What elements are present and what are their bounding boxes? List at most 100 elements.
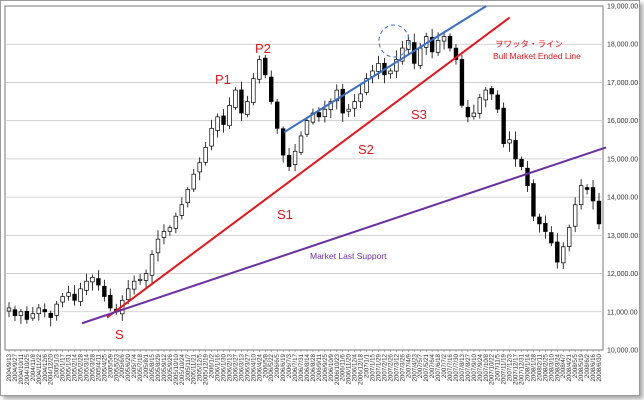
y-tick-label: 18,000.00	[607, 42, 638, 49]
x-tick-label: 2006/1/30	[221, 353, 228, 381]
x-tick-label: 2005/6/6	[119, 353, 126, 378]
x-tick-label: 2006/7/31	[298, 353, 305, 381]
candle-body	[78, 288, 83, 302]
candle-body	[227, 105, 232, 127]
candle-body	[84, 280, 89, 291]
candle-body	[197, 162, 202, 173]
candle-body	[406, 40, 411, 50]
x-tick-label: 2004/12/6	[42, 353, 49, 381]
x-tick-label: 2006/5/8	[262, 353, 269, 378]
y-axis-ticks: 10,000.00 11,000.00 12,000.00 13,000.00 14,0…	[607, 4, 638, 355]
candle-body	[66, 292, 71, 297]
peak-highlight-circle	[378, 24, 410, 58]
candle-body	[24, 311, 30, 320]
candle-body	[334, 89, 339, 102]
candle-body	[263, 57, 268, 76]
x-tick-label: 2005/11/7	[185, 353, 192, 381]
x-tick-label: 2007/1/29	[375, 353, 382, 381]
y-tick-label: 13,000.00	[607, 233, 638, 240]
x-tick-label: 2006/6/19	[280, 353, 287, 381]
x-tick-label: 2007/12/3	[507, 353, 514, 381]
candle-body	[519, 158, 524, 167]
x-tick-label: 2008/4/7	[560, 353, 567, 378]
candle-body	[209, 127, 214, 147]
x-tick-label: 2006/10/9	[328, 353, 335, 381]
x-tick-label: 2006/11/20	[346, 353, 353, 384]
x-tick-label: 2007/10/22	[489, 353, 496, 385]
candle-body	[155, 238, 161, 254]
x-tick-label: 2007/7/30	[453, 353, 460, 381]
x-tick-label: 2007/8/13	[459, 353, 466, 381]
candle-body	[60, 296, 65, 303]
x-tick-label: 2006/8/28	[310, 353, 317, 381]
candle-body	[328, 101, 334, 110]
candle-body	[274, 101, 280, 129]
candle-body	[459, 59, 465, 106]
candle-body	[269, 76, 274, 102]
x-tick-label: 2008/2/11	[536, 353, 543, 381]
candle-body	[471, 112, 477, 117]
candle-body	[513, 139, 518, 160]
y-tick-label: 19,000.00	[607, 4, 638, 11]
candle-body	[173, 215, 179, 229]
candle-body	[280, 128, 286, 156]
x-tick-label: 2004/9/13	[6, 353, 13, 381]
trend-line-bull	[106, 16, 511, 319]
x-tick-label: 2007/3/26	[399, 353, 406, 381]
candle-body	[543, 222, 548, 232]
x-tick-label: 2005/9/26	[167, 353, 174, 381]
x-tick-label: 2007/4/23	[411, 353, 418, 381]
candle-body	[584, 187, 590, 190]
y-tick-label: 10,000.00	[607, 348, 638, 355]
candle-body	[376, 62, 381, 72]
candle-body	[364, 78, 369, 93]
x-tick-label: 2007/2/12	[381, 353, 388, 381]
candle-body	[489, 88, 494, 95]
x-tick-label: 2005/1/17	[60, 353, 67, 381]
x-tick-label: 2006/2/27	[232, 353, 239, 381]
x-tick-label: 2007/1/15	[370, 353, 377, 381]
annotation-s2: S2	[358, 142, 374, 157]
trend-lines	[81, 5, 607, 325]
x-tick-label: 2007/7/2	[441, 353, 448, 378]
candle-body	[143, 273, 149, 281]
x-tick-label: 2007/10/8	[483, 353, 490, 381]
x-tick-label: 2005/1/3	[54, 353, 61, 378]
annotation-support: Market Last Support	[310, 251, 387, 261]
x-tick-label: 2006/10/23	[334, 353, 341, 385]
candle-body	[501, 107, 506, 144]
x-tick-label: 2005/7/4	[131, 353, 138, 378]
annotation-s3: S3	[411, 107, 427, 122]
x-tick-label: 2007/9/10	[471, 353, 478, 381]
candle-body	[54, 303, 59, 316]
x-tick-label: 2005/8/29	[155, 353, 162, 381]
candle-body	[549, 232, 554, 244]
y-tick-label: 12,000.00	[607, 271, 638, 278]
x-tick-label: 2006/3/13	[238, 353, 245, 381]
candle-body	[412, 42, 417, 64]
x-tick-label: 2005/12/19	[203, 353, 210, 385]
y-tick-label: 17,000.00	[607, 80, 638, 87]
annotation-p1: P1	[215, 72, 231, 87]
candle-body	[42, 309, 47, 313]
x-tick-label: 2007/11/19	[501, 353, 508, 384]
candle-body	[245, 101, 250, 115]
candle-body	[447, 35, 453, 49]
candle-body	[483, 89, 488, 101]
candle-body	[322, 108, 328, 118]
x-tick-label: 2007/2/26	[387, 353, 394, 381]
candle-body	[429, 37, 435, 53]
x-tick-label: 2007/11/5	[495, 353, 502, 381]
x-tick-label: 2007/8/27	[465, 353, 472, 381]
x-tick-label: 2005/1/31	[66, 353, 73, 381]
candle-body	[352, 101, 357, 109]
x-tick-label: 2006/2/13	[227, 353, 234, 381]
x-tick-label: 2005/3/28	[89, 353, 96, 381]
candle-body	[102, 285, 107, 297]
candle-body	[453, 47, 459, 60]
x-tick-label: 2005/4/11	[95, 353, 102, 381]
candle-body	[567, 227, 572, 247]
candle-body	[316, 112, 322, 118]
x-tick-label: 2004/11/22	[36, 353, 43, 384]
